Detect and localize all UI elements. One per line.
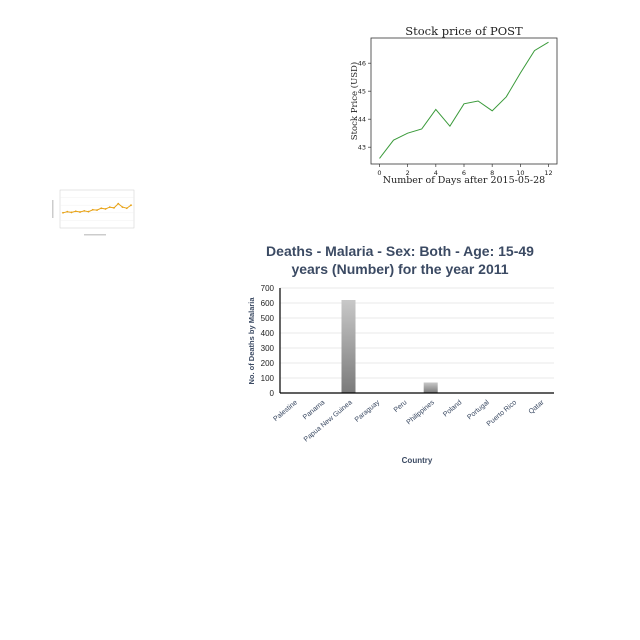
chart-title-line-2: years (Number) for the year 2011 bbox=[291, 261, 508, 277]
y-ticks: 0 100 200 300 400 500 600 700 bbox=[261, 284, 275, 398]
x-tick-label: 2 bbox=[406, 169, 410, 177]
y-tick-label: 43 bbox=[358, 144, 366, 152]
y-tick-label: 100 bbox=[261, 374, 275, 383]
malaria-deaths-bar-chart: Deaths - Malaria - Sex: Both - Age: 15-4… bbox=[247, 243, 554, 465]
y-tick-label: 46 bbox=[358, 60, 366, 68]
mini-point bbox=[100, 207, 103, 210]
price-series-line bbox=[379, 41, 549, 159]
mini-plot-frame bbox=[59, 189, 135, 229]
y-tick-label: 45 bbox=[358, 88, 366, 96]
y-tick-label: 200 bbox=[261, 359, 275, 368]
mini-point bbox=[125, 207, 128, 210]
x-tick-label: Peru bbox=[393, 399, 409, 414]
mini-series-points bbox=[62, 202, 132, 214]
y-axis-label: Stock Price (USD) bbox=[349, 62, 360, 140]
x-tick-label: Palestine bbox=[272, 399, 299, 423]
plot-frame bbox=[370, 37, 558, 165]
mini-point bbox=[130, 204, 132, 207]
chart-title-line-1: Deaths - Malaria - Sex: Both - Age: 15-4… bbox=[266, 243, 534, 259]
y-ticks: 43 44 45 46 bbox=[358, 60, 371, 152]
mini-point bbox=[113, 206, 115, 209]
x-ticks: 0 2 4 6 8 10 12 bbox=[377, 164, 553, 177]
gridlines bbox=[280, 287, 554, 379]
x-tick-label: 12 bbox=[544, 169, 552, 177]
x-tick-label: 0 bbox=[377, 169, 381, 177]
y-axis-label: No. of Deaths by Malaria bbox=[247, 297, 256, 385]
mini-point bbox=[108, 206, 111, 208]
chart-title: Stock price of POST bbox=[405, 24, 523, 38]
mini-y-axis-label bbox=[52, 200, 54, 218]
x-tick-label: 4 bbox=[434, 169, 438, 177]
x-tick-label: Qatar bbox=[528, 399, 546, 416]
x-tick-label: Puerto Rico bbox=[486, 399, 519, 428]
mini-point bbox=[104, 208, 107, 210]
mini-point bbox=[117, 202, 120, 205]
y-tick-label: 500 bbox=[261, 314, 275, 323]
mini-point bbox=[74, 210, 77, 213]
bar bbox=[341, 300, 356, 393]
x-tick-label: Portugal bbox=[466, 399, 491, 421]
x-axis-label: Number of Days after 2015-05-28 bbox=[383, 175, 545, 186]
mini-point bbox=[96, 209, 98, 212]
x-tick-label: 10 bbox=[516, 169, 524, 177]
x-tick-label: Paraguay bbox=[354, 399, 382, 424]
mini-point bbox=[83, 210, 86, 212]
x-tick-label: 8 bbox=[490, 169, 494, 177]
bars bbox=[341, 300, 438, 393]
bar bbox=[423, 382, 438, 393]
x-tick-label: Philippines bbox=[406, 399, 437, 426]
mini-gridlines bbox=[60, 197, 134, 221]
mini-point bbox=[62, 211, 64, 214]
y-tick-label: 0 bbox=[270, 389, 275, 398]
mini-point bbox=[66, 210, 69, 213]
y-tick-label: 400 bbox=[261, 329, 275, 338]
y-tick-label: 600 bbox=[261, 299, 275, 308]
mini-x-axis-label bbox=[84, 234, 106, 236]
x-tick-label: Papua New Guinea bbox=[303, 399, 354, 443]
mini-point bbox=[121, 206, 124, 208]
thumbnail-line-chart bbox=[52, 189, 135, 236]
y-tick-label: 300 bbox=[261, 344, 275, 353]
mini-point bbox=[79, 211, 81, 213]
x-axis-label: Country bbox=[402, 456, 433, 465]
x-tick-label: 6 bbox=[462, 169, 466, 177]
mini-point bbox=[91, 208, 94, 211]
x-tick-label: Panama bbox=[302, 399, 327, 421]
y-tick-label: 700 bbox=[261, 284, 275, 293]
x-tick-label: Poland bbox=[442, 399, 463, 418]
mini-point bbox=[70, 211, 73, 214]
mini-point bbox=[87, 210, 90, 213]
y-tick-label: 44 bbox=[358, 116, 366, 124]
